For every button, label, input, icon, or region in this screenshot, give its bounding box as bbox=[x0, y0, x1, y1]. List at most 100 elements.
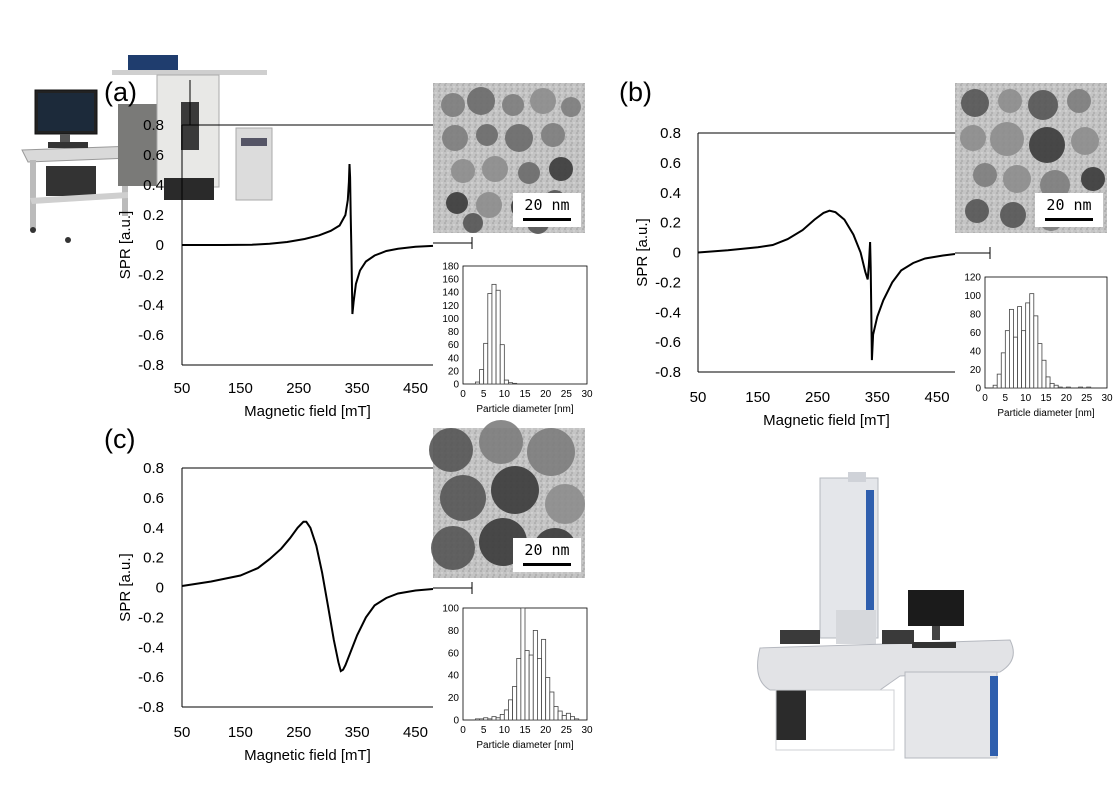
histogram-bar bbox=[1037, 343, 1043, 389]
panel-label: (c) bbox=[104, 424, 135, 454]
histogram-frame bbox=[462, 265, 588, 385]
histogram-bar bbox=[503, 709, 509, 721]
hist-x-tick-label: 25 bbox=[561, 725, 573, 736]
histogram-bar bbox=[992, 384, 998, 389]
hist-y-tick-label: 20 bbox=[448, 366, 460, 377]
histogram-bar bbox=[499, 714, 505, 721]
histogram-bar bbox=[1029, 293, 1035, 389]
scale-bar-label: 20 nm bbox=[1046, 196, 1091, 214]
hist-x-axis-title: Particle diameter [nm] bbox=[997, 408, 1094, 419]
y-tick-label: -0.8 bbox=[655, 364, 681, 381]
nanoparticle bbox=[1000, 202, 1026, 228]
y-tick-label: 0.4 bbox=[660, 185, 681, 202]
y-tick-label: 0.8 bbox=[660, 125, 681, 142]
x-axis-title: Magnetic field [mT] bbox=[244, 403, 371, 420]
histogram-bar bbox=[503, 379, 509, 385]
histogram-bar bbox=[537, 658, 542, 721]
panel-label: (a) bbox=[104, 77, 137, 107]
hist-y-tick-label: 40 bbox=[448, 353, 460, 364]
y-tick-label: 0 bbox=[156, 237, 164, 254]
hist-y-tick-label: 100 bbox=[442, 604, 459, 615]
hist-x-tick-label: 10 bbox=[499, 725, 511, 736]
nanoparticle bbox=[518, 162, 540, 184]
histogram-bar bbox=[1041, 359, 1047, 389]
x-tick-label: 350 bbox=[345, 724, 370, 741]
hist-x-axis-title: Particle diameter [nm] bbox=[476, 404, 573, 415]
x-tick-label: 450 bbox=[403, 724, 428, 741]
hist-x-tick-label: 10 bbox=[499, 389, 511, 400]
nanoparticle bbox=[505, 124, 533, 152]
histogram-bar bbox=[1013, 336, 1018, 389]
y-tick-label: -0.8 bbox=[138, 699, 164, 716]
nanoparticle bbox=[479, 420, 523, 464]
nanoparticle bbox=[441, 93, 465, 117]
nanoparticle bbox=[549, 157, 573, 181]
nanoparticle bbox=[561, 97, 581, 117]
y-tick-label: 0.2 bbox=[660, 215, 681, 232]
y-tick-label: -0.4 bbox=[138, 297, 164, 314]
hist-x-tick-label: 0 bbox=[460, 389, 466, 400]
nanoparticle bbox=[527, 428, 575, 476]
tem-microscope-illustration bbox=[757, 472, 1014, 759]
y-tick-label: 0.8 bbox=[143, 117, 164, 134]
hist-x-tick-label: 10 bbox=[1020, 393, 1032, 404]
histogram-bar bbox=[565, 712, 571, 721]
histogram-bar bbox=[520, 607, 526, 721]
histogram-bar bbox=[1025, 302, 1031, 389]
histogram-bar bbox=[479, 369, 485, 385]
y-tick-label: -0.2 bbox=[655, 274, 681, 291]
histogram-bar bbox=[561, 715, 567, 721]
hist-x-tick-label: 15 bbox=[1040, 393, 1052, 404]
y-tick-label: 0 bbox=[673, 245, 681, 262]
hist-x-tick-label: 20 bbox=[540, 725, 552, 736]
hist-y-tick-label: 0 bbox=[453, 716, 459, 727]
histogram-bar bbox=[574, 718, 580, 721]
scale-bar-box bbox=[1035, 193, 1103, 227]
histogram-bar bbox=[479, 718, 485, 721]
hist-y-tick-label: 40 bbox=[970, 347, 982, 358]
y-tick-label: -0.8 bbox=[138, 357, 164, 374]
hist-x-tick-label: 30 bbox=[581, 725, 593, 736]
histogram-bar bbox=[483, 717, 489, 721]
hist-x-tick-label: 15 bbox=[519, 725, 531, 736]
histogram-bar bbox=[508, 382, 514, 385]
hist-x-tick-label: 25 bbox=[1081, 393, 1093, 404]
histogram-bar bbox=[1017, 306, 1022, 389]
spr-curve-line bbox=[697, 209, 956, 361]
histogram-bar bbox=[516, 658, 522, 721]
nanoparticle bbox=[960, 125, 986, 151]
hist-y-tick-label: 60 bbox=[970, 328, 982, 339]
x-axis-title: Magnetic field [mT] bbox=[763, 412, 890, 429]
nanoparticle bbox=[545, 484, 585, 524]
hist-x-tick-label: 5 bbox=[481, 389, 487, 400]
x-tick-label: 450 bbox=[925, 389, 950, 406]
hist-y-tick-label: 20 bbox=[970, 365, 982, 376]
nanoparticle bbox=[541, 123, 565, 147]
histogram-bar bbox=[1004, 330, 1010, 389]
histogram-bar bbox=[1000, 352, 1006, 389]
nanoparticle bbox=[476, 124, 498, 146]
hist-x-tick-label: 5 bbox=[481, 725, 487, 736]
hist-x-tick-label: 0 bbox=[460, 725, 466, 736]
histogram-bar bbox=[495, 717, 501, 721]
scale-bar-box bbox=[513, 538, 581, 572]
histogram-bar bbox=[1078, 386, 1083, 389]
nanoparticle bbox=[973, 163, 997, 187]
nanoparticle bbox=[530, 88, 556, 114]
nanoparticle bbox=[1067, 89, 1091, 113]
x-tick-label: 150 bbox=[228, 380, 253, 397]
histogram-bar bbox=[1086, 386, 1092, 389]
hist-y-tick-label: 0 bbox=[453, 380, 459, 391]
x-axis-title: Magnetic field [mT] bbox=[244, 747, 371, 764]
y-tick-label: 0.4 bbox=[143, 177, 164, 194]
histogram-bar bbox=[553, 706, 559, 721]
tem-image: 20 nm bbox=[433, 83, 585, 234]
nanoparticle bbox=[1028, 90, 1058, 120]
hist-y-tick-label: 100 bbox=[442, 314, 459, 325]
hist-x-tick-label: 20 bbox=[540, 389, 552, 400]
histogram-bar bbox=[1053, 384, 1059, 389]
y-tick-label: 0.2 bbox=[143, 550, 164, 567]
scale-bar-label: 20 nm bbox=[524, 196, 569, 214]
x-tick-label: 350 bbox=[345, 380, 370, 397]
